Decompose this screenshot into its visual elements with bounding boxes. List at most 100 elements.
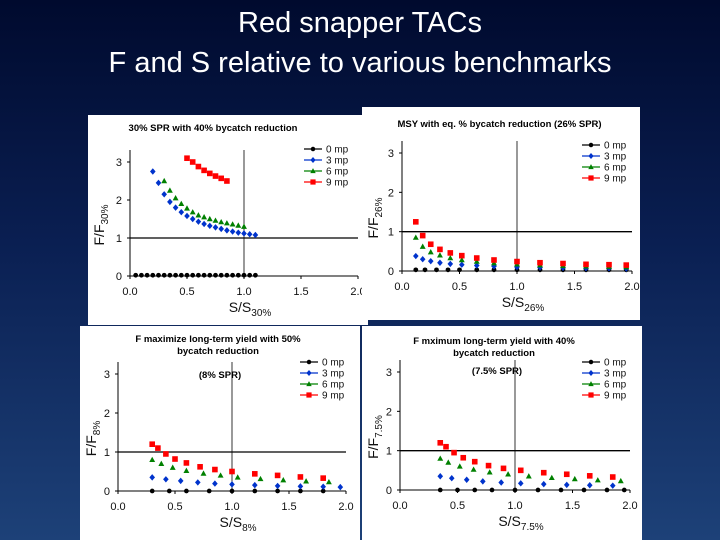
point-6-mp [594, 477, 601, 483]
point-6-mp [257, 475, 264, 482]
point-0-mp [133, 272, 139, 278]
legend-marker [588, 142, 594, 148]
point-6-mp [149, 456, 156, 463]
point-9-mp [224, 178, 230, 184]
x-tick-label: 0.0 [110, 501, 125, 513]
point-9-mp [609, 474, 616, 480]
point-0-mp [512, 487, 518, 493]
point-9-mp [413, 219, 419, 225]
x-tick-label: 1.0 [236, 286, 251, 298]
point-3-mp [320, 483, 326, 490]
point-0-mp [206, 488, 212, 494]
point-0-mp [173, 272, 178, 278]
chart-panel-msy: MSY with eq. % bycatch reduction (26% SP… [362, 107, 640, 320]
point-0-mp [604, 487, 610, 493]
point-0-mp [472, 487, 478, 493]
point-0-mp [224, 272, 230, 278]
point-3-mp [517, 480, 524, 487]
legend-marker [588, 359, 594, 365]
point-9-mp [451, 449, 457, 456]
y-axis-label: F/F26% [365, 197, 385, 238]
point-9-mp [447, 250, 454, 256]
point-3-mp [498, 479, 504, 486]
point-3-mp [167, 198, 173, 206]
point-3-mp [195, 218, 202, 225]
point-6-mp [280, 477, 287, 483]
point-9-mp [184, 155, 190, 161]
point-9-mp [443, 443, 449, 450]
point-6-mp [470, 466, 477, 472]
point-3-mp [419, 255, 426, 263]
point-0-mp [437, 487, 443, 493]
point-3-mp [448, 474, 455, 482]
x-tick-label: 0.5 [450, 500, 465, 512]
point-0-mp [207, 272, 213, 278]
point-3-mp [189, 215, 196, 223]
y-tick-label: 1 [104, 447, 110, 459]
x-axis-label: S/S30% [229, 299, 272, 319]
y-tick-label: 0 [386, 485, 392, 497]
x-tick-label: 2.0 [624, 281, 639, 293]
point-9-mp [437, 246, 443, 253]
point-6-mp [437, 455, 444, 461]
legend-marker [588, 370, 594, 376]
y-tick-label: 1 [386, 446, 392, 458]
point-6-mp [235, 222, 242, 228]
point-9-mp [197, 464, 203, 470]
x-tick-label: 1.5 [293, 286, 308, 298]
legend-marker [588, 175, 594, 181]
point-3-mp [155, 179, 162, 187]
point-9-mp [320, 475, 326, 481]
point-9-mp [623, 262, 630, 268]
point-3-mp [473, 262, 480, 269]
y-axis-label-subscript: 26% [374, 197, 385, 217]
legend-label: 9 mp [322, 391, 345, 402]
point-0-mp [422, 267, 428, 273]
point-0-mp [445, 267, 451, 273]
point-6-mp [189, 209, 196, 215]
x-tick-label: 0.5 [179, 286, 194, 298]
point-3-mp [437, 259, 443, 266]
point-6-mp [229, 221, 236, 227]
point-9-mp [201, 167, 207, 174]
x-axis-label-subscript: 7.5% [521, 522, 544, 533]
point-6-mp [241, 223, 247, 229]
point-3-mp [337, 483, 344, 491]
point-0-mp [144, 272, 150, 278]
point-9-mp [163, 451, 169, 457]
point-0-mp [253, 272, 258, 278]
point-9-mp [437, 440, 444, 446]
y-tick-label: 3 [116, 157, 122, 169]
point-3-mp [252, 231, 259, 239]
point-9-mp [155, 445, 161, 451]
legend-label: 3 mp [604, 152, 627, 163]
legend-label: 0 mp [604, 141, 627, 152]
point-6-mp [212, 217, 219, 223]
x-tick-label: 0.0 [122, 286, 137, 298]
point-9-mp [459, 252, 465, 259]
point-0-mp [298, 488, 303, 494]
point-9-mp [427, 241, 434, 248]
legend-label: 3 mp [322, 369, 345, 380]
point-3-mp [437, 473, 444, 480]
legend-label: 9 mp [604, 174, 627, 185]
point-6-mp [525, 473, 532, 479]
point-0-mp [621, 487, 627, 493]
point-0-mp [581, 487, 587, 493]
x-tick-label: 1.5 [565, 500, 580, 512]
point-3-mp [463, 476, 470, 483]
point-6-mp [206, 215, 213, 222]
point-0-mp [235, 272, 241, 278]
point-0-mp [213, 272, 218, 278]
legend-marker [306, 392, 312, 398]
y-axis-label-subscript: 7.5% [374, 415, 385, 438]
x-tick-label: 1.5 [567, 281, 582, 293]
point-0-mp [218, 272, 224, 278]
chart-svg-8spr: 0.0 0.5 1.0 1.5 2.0 0 1 2 3 S/S8% F/F8% 0 mp3 mp6 m… [83, 358, 354, 535]
x-axis-label-subscript: 30% [251, 308, 271, 319]
y-tick-label: 2 [388, 187, 394, 199]
point-0-mp [241, 272, 247, 278]
point-6-mp [571, 475, 578, 482]
legend-label: 6 mp [604, 163, 627, 174]
y-axis-label: F/F30% [91, 204, 111, 245]
